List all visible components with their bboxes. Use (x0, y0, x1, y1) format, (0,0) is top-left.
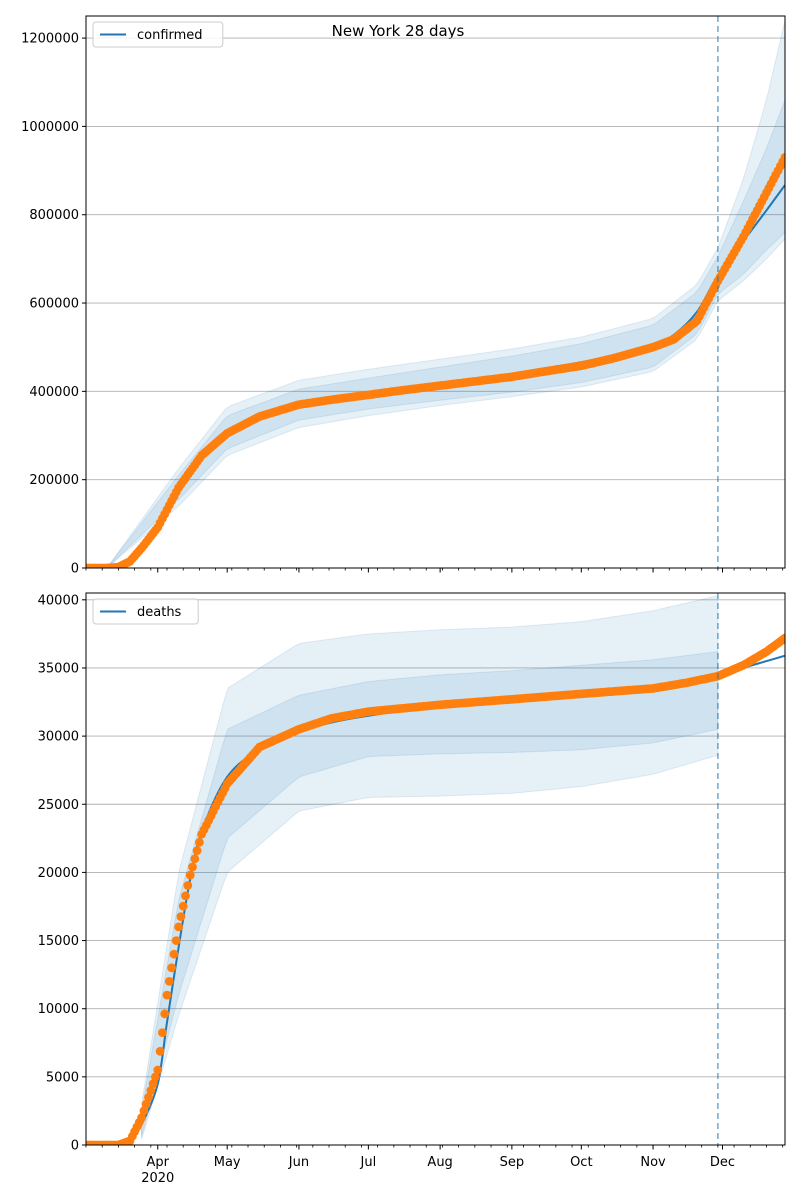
axes-frame (85, 15, 786, 569)
y-tick-label: 20000 (38, 866, 79, 881)
chart-title: New York 28 days (332, 22, 465, 40)
observed-point (171, 936, 181, 945)
x-tick-label: Sep (500, 1155, 525, 1170)
observed-point (151, 1072, 160, 1082)
y-tick-label: 30000 (38, 730, 79, 745)
observed-point (176, 912, 186, 921)
legend: confirmed (92, 21, 224, 48)
observed-point (148, 1079, 158, 1089)
observed-point (169, 949, 179, 959)
x-tick-label: Apr (147, 1155, 170, 1170)
x-tick-label: Oct (570, 1155, 592, 1170)
y-tick-label: 25000 (38, 798, 79, 813)
observed-point (146, 1086, 156, 1095)
y-tick-label: 5000 (46, 1070, 79, 1085)
observed-point (155, 1046, 165, 1056)
observed-point (164, 977, 174, 986)
x-tick-label: May (214, 1155, 241, 1170)
observed-point (190, 854, 200, 864)
observed-point (137, 1113, 146, 1123)
y-tick-label: 1200000 (21, 32, 79, 47)
y-tick-label: 0 (71, 562, 79, 577)
observed-point (780, 152, 785, 162)
x-tick-label: Jul (360, 1155, 377, 1170)
x-year-label: 2020 (141, 1171, 174, 1186)
observed-point (167, 963, 177, 973)
y-tick-label: 40000 (38, 593, 79, 608)
observed-point (160, 1009, 170, 1019)
plot-area (86, 595, 785, 1145)
observed-point (183, 881, 193, 890)
legend-label: deaths (137, 605, 182, 620)
y-tick-label: 10000 (38, 1002, 79, 1017)
deaths-panel: 0 5000 10000 15000 20000 25000 30000 35000 40000… (38, 592, 786, 1186)
observed-point (192, 846, 202, 855)
observed-point (153, 1065, 163, 1075)
legend: deaths (92, 598, 199, 625)
observed-point (174, 922, 184, 932)
observed-point (162, 990, 172, 1000)
x-tick-label: Dec (710, 1155, 735, 1170)
y-tick-label: 15000 (38, 934, 79, 949)
observed-point (185, 870, 195, 880)
y-tick-label: 0 (71, 1139, 79, 1154)
uncertainty-band (106, 20, 785, 568)
y-tick-label: 400000 (29, 385, 79, 400)
observed-point (141, 1099, 151, 1109)
observed-point (144, 1092, 153, 1102)
observed-point (188, 862, 197, 872)
observed-point (181, 891, 190, 901)
y-tick-label: 1000000 (21, 120, 79, 135)
x-tick-label: Jun (288, 1155, 309, 1170)
y-tick-label: 800000 (29, 208, 79, 223)
axes-frame (85, 592, 786, 1146)
observed-point (195, 838, 204, 847)
x-tick-label: Nov (640, 1155, 666, 1170)
observed-point (158, 1028, 167, 1037)
uncertainty-band (141, 651, 719, 1137)
x-tick-label: Aug (427, 1155, 452, 1170)
y-tick-label: 600000 (29, 297, 79, 312)
confirmed-panel: 0 200000 400000 600000 800000 1000000 1200000 c… (21, 15, 786, 577)
observed-point (780, 633, 785, 643)
uncertainty-band (106, 99, 785, 568)
legend-label: confirmed (137, 28, 203, 43)
plot-area (86, 20, 785, 568)
observed-point (139, 1106, 149, 1116)
uncertainty-band (141, 595, 719, 1140)
y-tick-label: 35000 (38, 661, 79, 676)
y-tick-label: 200000 (29, 473, 79, 488)
observed-point (178, 901, 188, 911)
